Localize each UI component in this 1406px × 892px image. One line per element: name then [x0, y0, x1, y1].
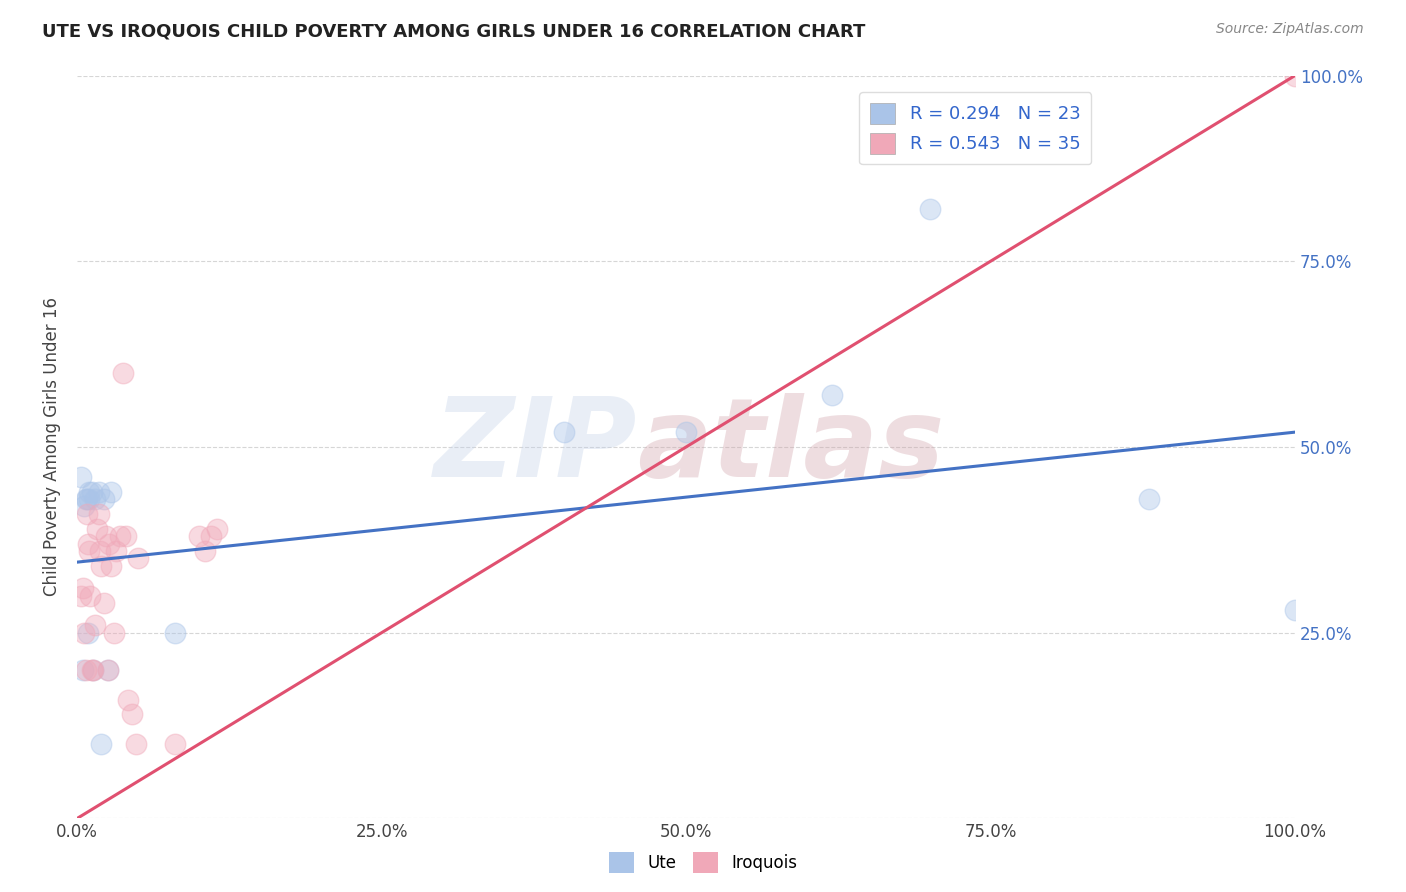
- Point: [87, 507, 110, 521]
- Point: [69, 469, 91, 483]
- Point: [80, 484, 103, 499]
- Point: [73, 500, 96, 514]
- Point: [103, 625, 125, 640]
- Point: [112, 366, 135, 380]
- Point: [114, 529, 136, 543]
- Point: [84, 618, 107, 632]
- Point: [1284, 603, 1306, 617]
- Point: [73, 625, 96, 640]
- Point: [72, 581, 94, 595]
- Point: [96, 529, 118, 543]
- Point: [97, 536, 120, 550]
- Legend: Ute, Iroquois: Ute, Iroquois: [602, 846, 804, 880]
- Point: [93, 491, 115, 506]
- Point: [96, 663, 118, 677]
- Point: [163, 737, 186, 751]
- Point: [76, 507, 98, 521]
- Point: [77, 625, 100, 640]
- Point: [187, 529, 209, 543]
- Legend: R = 0.294   N = 23, R = 0.543   N = 35: R = 0.294 N = 23, R = 0.543 N = 35: [859, 92, 1091, 164]
- Point: [200, 529, 222, 543]
- Point: [108, 529, 131, 543]
- Point: [90, 558, 112, 573]
- Point: [69, 589, 91, 603]
- Point: [96, 663, 118, 677]
- Point: [1284, 69, 1306, 83]
- Point: [93, 596, 115, 610]
- Point: [1137, 491, 1160, 506]
- Text: atlas: atlas: [637, 393, 945, 500]
- Point: [117, 692, 139, 706]
- Point: [79, 589, 101, 603]
- Point: [100, 484, 122, 499]
- Point: [121, 707, 143, 722]
- Point: [75, 491, 97, 506]
- Point: [72, 663, 94, 677]
- Point: [76, 491, 98, 506]
- Point: [821, 388, 844, 402]
- Point: [105, 544, 128, 558]
- Text: ZIP: ZIP: [434, 393, 637, 500]
- Point: [127, 551, 149, 566]
- Text: UTE VS IROQUOIS CHILD POVERTY AMONG GIRLS UNDER 16 CORRELATION CHART: UTE VS IROQUOIS CHILD POVERTY AMONG GIRL…: [42, 22, 866, 40]
- Point: [100, 558, 122, 573]
- Point: [77, 544, 100, 558]
- Y-axis label: Child Poverty Among Girls Under 16: Child Poverty Among Girls Under 16: [44, 298, 60, 597]
- Point: [553, 425, 575, 439]
- Point: [84, 491, 107, 506]
- Point: [89, 544, 111, 558]
- Point: [194, 544, 217, 558]
- Point: [77, 491, 100, 506]
- Point: [75, 663, 97, 677]
- Point: [77, 484, 100, 499]
- Text: Source: ZipAtlas.com: Source: ZipAtlas.com: [1216, 22, 1364, 37]
- Point: [90, 737, 112, 751]
- Point: [86, 522, 108, 536]
- Point: [77, 536, 100, 550]
- Point: [87, 484, 110, 499]
- Point: [163, 625, 186, 640]
- Point: [205, 522, 228, 536]
- Point: [82, 663, 104, 677]
- Point: [675, 425, 697, 439]
- Point: [124, 737, 146, 751]
- Point: [82, 663, 104, 677]
- Point: [80, 663, 103, 677]
- Point: [918, 202, 941, 217]
